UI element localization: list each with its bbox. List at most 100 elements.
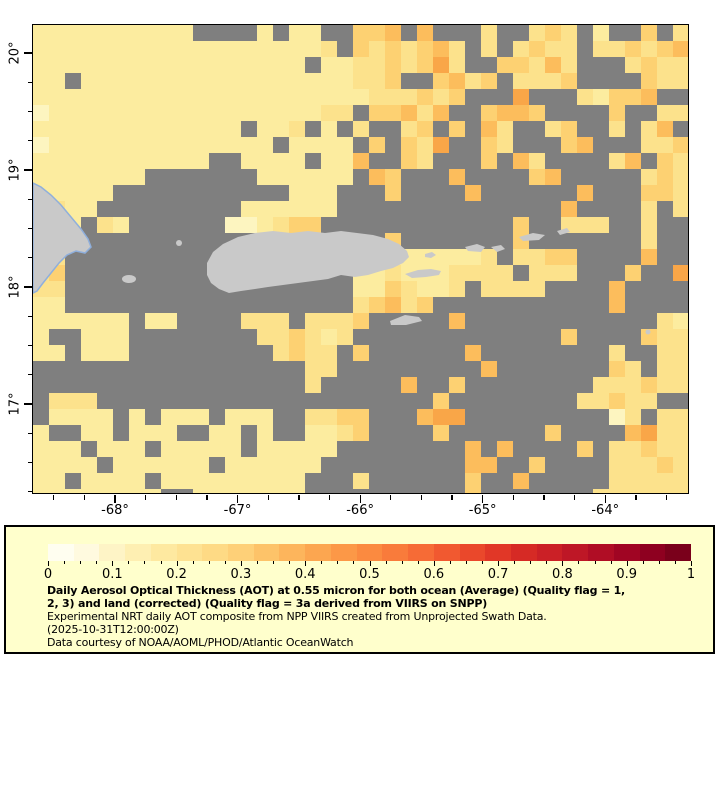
colorbar-minor-tick: [128, 561, 130, 564]
lat-minor-tick: [27, 110, 32, 113]
lat-minor-tick: [27, 198, 32, 200]
colorbar-tick-label: 1: [686, 567, 696, 582]
colorbar-minor-tick: [658, 561, 660, 564]
colorbar-minor-tick: [273, 561, 275, 564]
lon-minor-tick: [543, 495, 545, 500]
lat-tick-label: 20°: [7, 41, 23, 65]
lat-tick-label: 18°: [7, 275, 23, 299]
map-plot-area: [32, 24, 689, 494]
colorbar-tick-label: 0.6: [423, 567, 445, 582]
puerto-rico-island: [207, 231, 409, 293]
colorbar-tick-label: 0: [43, 567, 53, 582]
colorbar-minor-tick: [321, 561, 323, 564]
colorbar-major-tick: [433, 561, 435, 566]
colorbar-step: [536, 544, 563, 561]
colorbar-step: [99, 544, 126, 561]
colorbar-minor-tick: [417, 561, 419, 564]
colorbar-minor-tick: [482, 561, 484, 564]
colorbar-step: [125, 544, 151, 561]
lon-minor-tick: [635, 495, 637, 500]
lon-tick-label: -67°: [223, 503, 252, 518]
colorbar-step: [73, 544, 100, 561]
lat-tick-label: 17°: [7, 392, 23, 416]
colorbar-minor-tick: [594, 561, 596, 564]
lat-minor-tick: [27, 140, 32, 142]
lon-minor-tick: [206, 495, 208, 500]
hispaniola-landmass: [33, 182, 92, 294]
colorbar-step: [665, 544, 691, 561]
colorbar-step: [510, 544, 537, 561]
colorbar-step: [305, 544, 331, 561]
colorbar-step: [459, 544, 486, 561]
colorbar-minor-tick: [289, 561, 291, 564]
lat-minor-tick: [27, 374, 32, 376]
colorbar-minor-tick: [80, 561, 82, 564]
lat-minor-tick: [27, 344, 32, 347]
colorbar-minor-tick: [353, 561, 355, 564]
lon-minor-tick: [512, 495, 515, 500]
colorbar-step: [228, 544, 254, 561]
colorbar-step: [202, 544, 229, 561]
colorbar-step: [382, 544, 409, 561]
colorbar-major-tick: [498, 561, 500, 566]
colorbar-major-tick: [240, 561, 242, 566]
colorbar-major-tick: [176, 561, 178, 566]
colorbar-tick-label: 0.8: [552, 567, 573, 582]
colorbar-tick-label: 0.9: [616, 567, 638, 582]
lon-major-tick: [236, 495, 239, 503]
colorbar-minor-tick: [449, 561, 451, 564]
colorbar-minor-tick: [144, 561, 146, 564]
colorbar-minor-tick: [64, 561, 66, 564]
lon-minor-tick: [328, 495, 331, 500]
lon-minor-tick: [574, 495, 576, 500]
colorbar-tick-label: 0.4: [294, 567, 316, 582]
legend-caption: Daily Aerosol Optical Thickness (AOT) at…: [47, 584, 625, 649]
lat-minor-tick: [27, 227, 32, 230]
st-thomas-island: [465, 244, 485, 252]
legend-credit: Data courtesy of NOAA/AOML/PHOD/Atlantic…: [47, 636, 354, 649]
colorbar-minor-tick: [192, 561, 194, 564]
lon-minor-tick: [390, 495, 392, 500]
desecheo-island: [176, 240, 182, 246]
st-john-island: [491, 245, 505, 252]
legend-description: Experimental NRT daily AOT composite fro…: [47, 610, 547, 623]
colorbar-minor-tick: [224, 561, 226, 564]
colorbar-step: [485, 544, 511, 561]
lon-minor-tick: [145, 495, 147, 500]
tortola-island: [519, 233, 545, 241]
lon-major-tick: [604, 495, 606, 503]
colorbar-step: [639, 544, 666, 561]
colorbar-minor-tick: [160, 561, 162, 564]
colorbar-minor-tick: [578, 561, 580, 564]
lat-major-tick: [24, 169, 32, 171]
lon-minor-tick: [83, 495, 86, 500]
lon-major-tick: [482, 495, 484, 503]
legend-title-line2: 2, 3) and land (corrected) (Quality flag…: [47, 597, 488, 610]
lat-major-tick: [24, 52, 32, 54]
colorbar-major-tick: [691, 561, 692, 566]
colorbar-tick-label: 0.2: [166, 567, 187, 582]
colorbar-step: [588, 544, 614, 561]
st-croix-island: [390, 315, 422, 325]
culebra-island: [425, 252, 436, 258]
lat-minor-tick: [27, 257, 32, 259]
colorbar-step: [253, 544, 280, 561]
land-layer: [33, 182, 651, 335]
colorbar-major-tick: [112, 561, 114, 566]
vieques-island: [405, 269, 441, 278]
lon-minor-tick: [175, 495, 177, 500]
colorbar-tick-label: 0.1: [101, 567, 123, 582]
lat-minor-tick: [27, 491, 32, 493]
lat-minor-tick: [27, 461, 32, 464]
colorbar-step: [48, 544, 74, 561]
aot-data-grid: [33, 25, 688, 493]
colorbar-minor-tick: [337, 561, 339, 564]
colorbar-step: [356, 544, 383, 561]
colorbar-minor-tick: [530, 561, 532, 564]
mona-island: [122, 275, 136, 283]
colorbar-minor-tick: [642, 561, 644, 564]
lon-minor-tick: [451, 495, 453, 500]
lon-tick-label: -65°: [468, 503, 497, 518]
colorbar-gradient: [48, 544, 691, 561]
